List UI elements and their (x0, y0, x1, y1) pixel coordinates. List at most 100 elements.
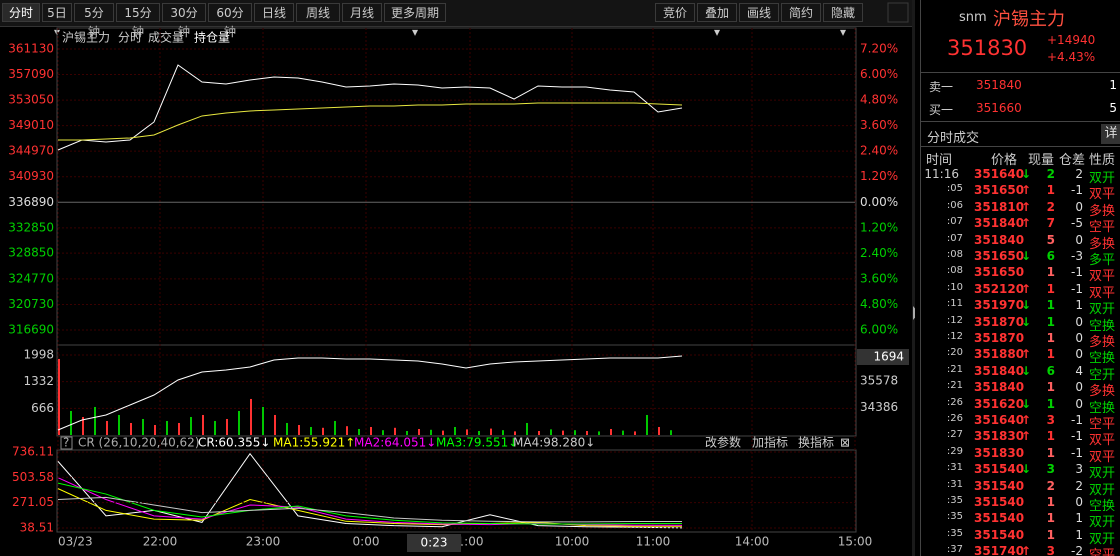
trade-time: :21 (946, 380, 963, 392)
volume-bar (430, 429, 432, 435)
trade-vol: 1 (1046, 331, 1055, 345)
volume-bar (178, 422, 180, 435)
trade-nature: 空开 (1089, 367, 1116, 383)
trade-oi-diff: 0 (1075, 331, 1083, 345)
indicator-button[interactable]: 加指标 (752, 435, 788, 450)
detail-button[interactable]: 详 (1101, 124, 1120, 144)
toolbar-button[interactable]: 周线 (296, 3, 340, 22)
volume-bar (310, 426, 312, 435)
trade-nature: 空换 (1089, 400, 1116, 416)
volume-bar (586, 430, 588, 435)
toolbar-button[interactable]: 竞价 (655, 3, 695, 22)
trade-arrow: ↓ (1021, 167, 1032, 181)
toolbar-button[interactable]: 更多周期▾ (384, 3, 446, 39)
current-label: 1694 (873, 350, 904, 364)
trade-vol: 1 (1046, 183, 1055, 198)
toolbar-button[interactable]: 简约 (781, 3, 821, 22)
y-tick-label: 328850 (8, 246, 54, 260)
volume-bar (70, 410, 72, 435)
trade-vol: 1 (1046, 511, 1055, 526)
toolbar-button[interactable]: 日线 (254, 3, 294, 22)
level-vol: 1 (1109, 78, 1117, 92)
trade-price: 351650 (974, 249, 1025, 263)
trade-price: 351810 (974, 199, 1025, 214)
y-tick-label: 357090 (8, 67, 54, 81)
x-tick-label: 0:00 (353, 535, 380, 549)
trade-nature: 空平 (1089, 220, 1116, 236)
trade-price: 351620 (974, 396, 1025, 411)
trade-price: 351840 (974, 380, 1025, 395)
trade-vol: 3 (1046, 544, 1055, 556)
change-pct: +4.43% (1047, 50, 1096, 64)
volume-bar (58, 358, 60, 435)
toolbar-button[interactable]: 画线 (739, 3, 779, 22)
trade-oi-diff: -1 (1071, 413, 1083, 427)
trade-nature: 双开 (1089, 302, 1116, 318)
chart-header: 持仓量 (194, 30, 230, 45)
indicator-button[interactable]: 换指标 (798, 435, 834, 450)
trade-price: 351540 (974, 495, 1025, 509)
volume-bar (442, 430, 444, 435)
x-tick-label: 22:00 (143, 535, 178, 549)
volume-bar (658, 426, 660, 435)
volume-bar (622, 430, 624, 435)
trade-vol: 1 (1046, 429, 1055, 444)
name: 沪锡主力 (993, 9, 1065, 30)
trade-oi-diff: 2 (1075, 478, 1083, 493)
x-tick-label: 1:00 (457, 535, 484, 549)
toolbar-button[interactable]: 15分钟 (116, 3, 160, 39)
trade-vol: 1 (1046, 314, 1055, 329)
trade-nature: 双开 (1089, 171, 1116, 186)
trade-price: 351540 (974, 511, 1025, 526)
trade-vol: 5 (1046, 232, 1055, 247)
volume-bar (250, 398, 252, 435)
y2-tick-label: 2.40% (860, 144, 898, 158)
y2-tick-label: 1.20% (860, 169, 898, 183)
trade-time: :26 (946, 413, 963, 424)
trade-price: 351640 (974, 167, 1025, 181)
toolbar-button[interactable]: 叠加▾ (697, 3, 737, 39)
trade-oi-diff: -2 (1071, 544, 1083, 556)
y-tick-label: 349010 (8, 118, 54, 132)
trade-arrow: ↑ (1021, 347, 1032, 362)
legend-entry: MA4:98.280↓ (513, 436, 595, 450)
code: snm (959, 10, 987, 25)
trade-time: :29 (946, 445, 963, 457)
trade-oi-diff: 0 (1075, 314, 1083, 329)
trade-nature: 空换 (1089, 499, 1116, 514)
trade-oi-diff: 0 (1075, 232, 1083, 247)
toolbar-button[interactable]: 月线 (342, 3, 382, 22)
y-tick-label: 320730 (8, 297, 54, 311)
trade-time: :08 (946, 249, 963, 260)
trade-price: 351650 (974, 183, 1025, 198)
trade-time: :10 (946, 281, 963, 293)
trade-time: :07 (946, 216, 963, 228)
trade-nature: 多换 (1089, 335, 1116, 350)
y-tick-label: 332850 (8, 220, 54, 234)
trade-arrow: ↑ (1021, 183, 1032, 198)
y2-tick-label: 0.00% (860, 195, 898, 209)
volume-bar (598, 431, 600, 435)
y-tick-label: 38.51 (20, 521, 54, 535)
toolbar-button[interactable]: 分时 (2, 3, 40, 22)
x-tick-label: 03/23 (58, 535, 93, 549)
chart-header: 成交量 (148, 30, 184, 45)
column-header: 时间 (926, 153, 953, 168)
volume-bar (214, 420, 216, 435)
y-tick-label: 340930 (8, 169, 54, 183)
trade-oi-diff: 2 (1075, 167, 1083, 181)
volume-bar (154, 424, 156, 435)
indicator-button[interactable]: ⊠ (840, 436, 850, 450)
volume-bar (670, 430, 672, 435)
y-tick-label: 1332 (23, 374, 54, 388)
toolbar-button[interactable]: 隐藏▾ (823, 3, 863, 39)
trade-arrow: ↑ (1021, 413, 1032, 427)
trade-oi-diff: 3 (1075, 462, 1083, 477)
indicator-line (57, 496, 682, 523)
x-tick-label: 11:00 (636, 535, 671, 549)
indicator-button[interactable]: 改参数 (705, 435, 741, 450)
trade-nature: 双开 (1089, 482, 1116, 498)
trade-nature: 双平 (1089, 433, 1116, 449)
trade-nature: 空换 (1089, 318, 1116, 334)
trade-time: :12 (946, 331, 963, 342)
